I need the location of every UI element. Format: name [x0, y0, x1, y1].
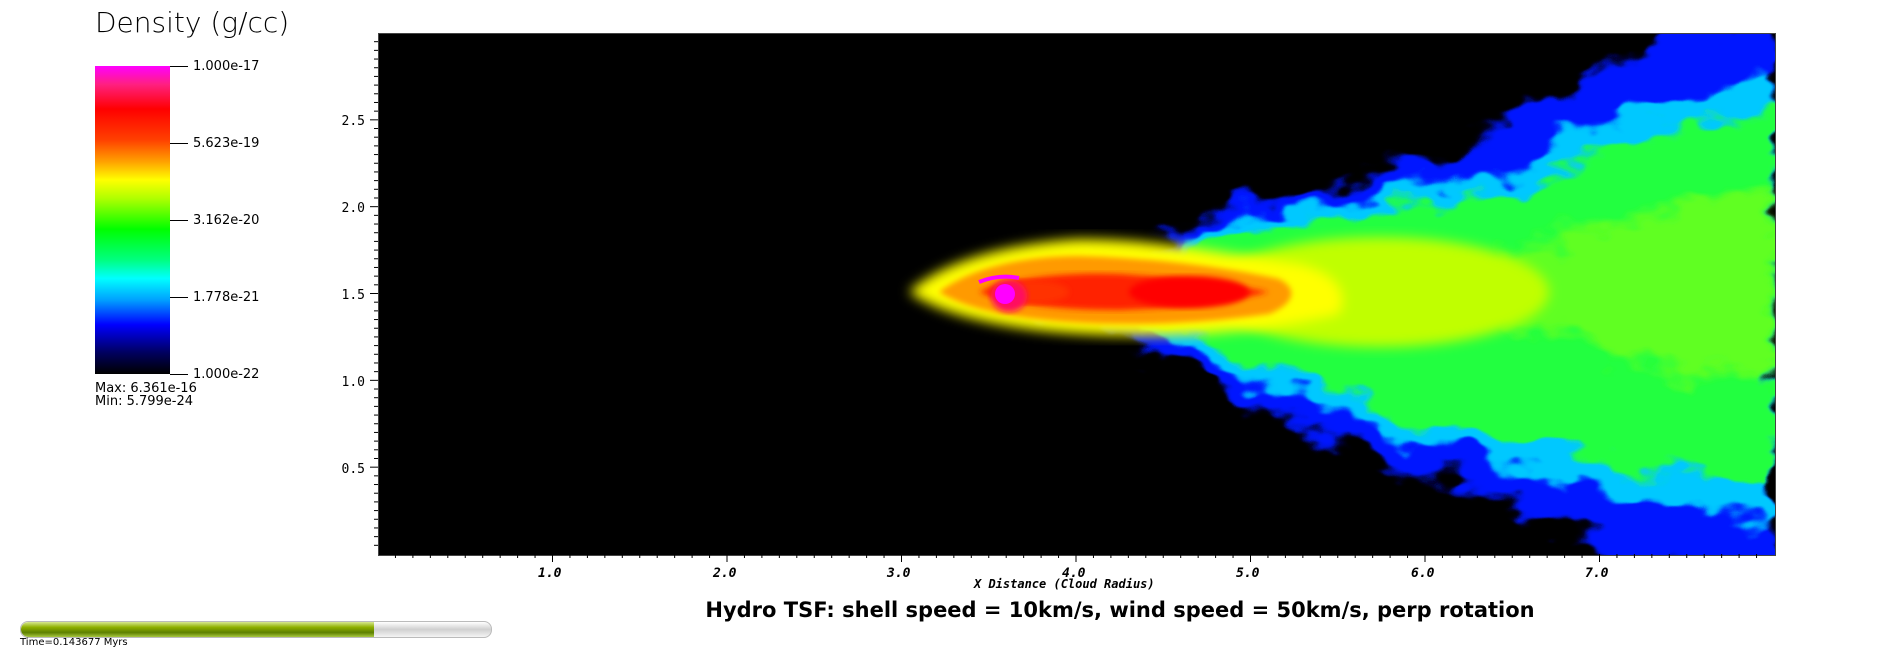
- y-tick-label: 2.0: [341, 201, 365, 216]
- x-tick-label: 1.0: [538, 566, 562, 581]
- x-tick-label: 5.0: [1236, 566, 1260, 581]
- legend-title: Density (g/cc): [95, 6, 290, 39]
- colorbar-tick: [170, 220, 188, 221]
- y-tick-label: 1.0: [341, 375, 365, 390]
- x-axis-title: X Distance (Cloud Radius): [974, 577, 1155, 591]
- time-progress-bar: [20, 621, 492, 638]
- x-tick-label: 7.0: [1585, 566, 1609, 581]
- x-tick-label: 3.0: [887, 566, 911, 581]
- colorbar-tick: [170, 66, 188, 67]
- colorbar-label: 1.778e-21: [193, 290, 260, 305]
- x-tick-label: 6.0: [1411, 566, 1435, 581]
- plot-title: Hydro TSF: shell speed = 10km/s, wind sp…: [705, 598, 1535, 622]
- colorbar-label: 3.162e-20: [193, 213, 260, 228]
- colorbar: [95, 66, 170, 374]
- time-progress-fill: [21, 622, 374, 637]
- colorbar-tick: [170, 143, 188, 144]
- x-tick-label: 2.0: [713, 566, 737, 581]
- min-value: Min: 5.799e-24: [95, 394, 194, 409]
- y-tick-label: 2.5: [341, 114, 365, 129]
- axis-ticks: [370, 41, 1758, 562]
- colorbar-label-max: 1.000e-17: [193, 59, 260, 74]
- y-tick-label: 1.5: [341, 288, 365, 303]
- colorbar-tick: [170, 297, 188, 298]
- y-tick-label: 0.5: [341, 462, 365, 477]
- density-field: [379, 34, 1775, 555]
- max-value: Max: 6.361e-16: [95, 381, 197, 396]
- time-label: Time=0.143677 Myrs: [20, 637, 128, 648]
- colorbar-label-min: 1.000e-22: [193, 367, 260, 382]
- colorbar-tick: [170, 374, 188, 375]
- density-plot: [378, 33, 1776, 556]
- x-tick-label: 4.0: [1062, 566, 1086, 581]
- colorbar-label: 5.623e-19: [193, 136, 260, 151]
